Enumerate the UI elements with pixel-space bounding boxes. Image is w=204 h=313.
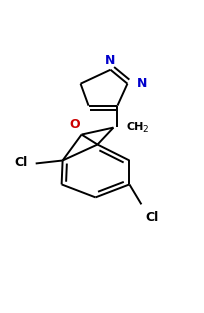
Text: N: N [136, 77, 146, 90]
Text: O: O [69, 118, 80, 131]
Text: Cl: Cl [145, 211, 158, 224]
Text: CH: CH [126, 121, 143, 131]
Text: N: N [105, 54, 115, 67]
Text: Cl: Cl [14, 156, 28, 169]
Text: 2: 2 [142, 125, 147, 134]
